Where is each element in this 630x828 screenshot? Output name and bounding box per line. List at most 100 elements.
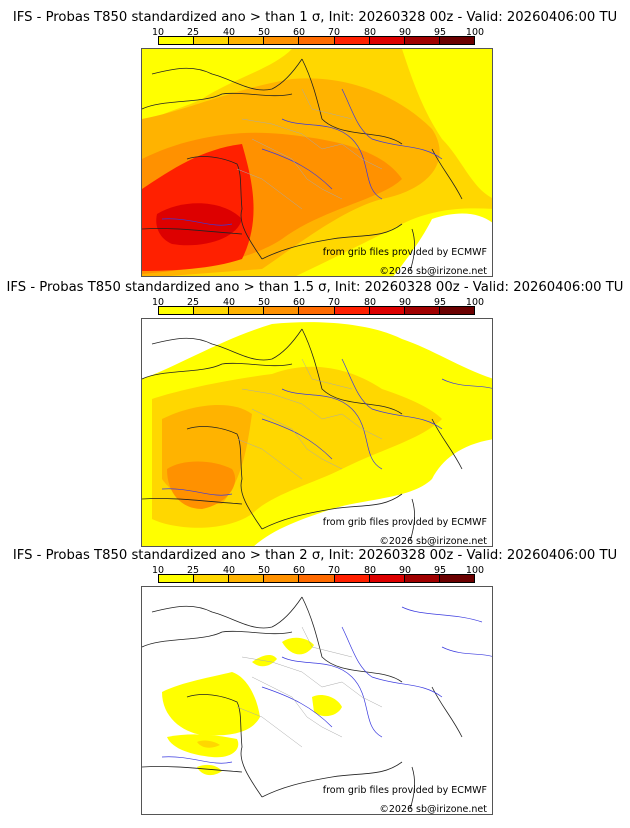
- field-10: [197, 764, 222, 776]
- field-50: [167, 461, 236, 509]
- colorbar-segment: [264, 307, 300, 314]
- field-none: [393, 213, 492, 276]
- data-credit: from grib files provided by ECMWF: [322, 247, 487, 258]
- colorbar-tick-label: 95: [433, 565, 447, 576]
- colorbar-tick-label: 100: [465, 565, 485, 576]
- colorbar-segment: [334, 37, 370, 44]
- colorbar: [158, 306, 475, 315]
- copyright: ©2026 sb@irizone.net: [379, 804, 487, 815]
- admin-borders: [236, 358, 383, 480]
- colorbar-tick-label: 10: [151, 565, 165, 576]
- colorbar-tick-label: 100: [465, 27, 485, 38]
- colorbar-segment: [194, 307, 230, 314]
- colorbar-ticks: 10 25 40 50 60 70 80 90 95 100: [0, 27, 630, 38]
- coastlines: [142, 596, 463, 810]
- colorbar-tick-label: 90: [398, 565, 412, 576]
- colorbar-tick-label: 95: [433, 27, 447, 38]
- colorbar-segment: [194, 575, 230, 582]
- colorbar-segment: [404, 307, 440, 314]
- colorbar-segment: [159, 575, 195, 582]
- data-credit: from grib files provided by ECMWF: [322, 785, 487, 796]
- field-10: [282, 637, 314, 655]
- coastlines: [142, 58, 463, 272]
- colorbar-tick-label: 90: [398, 27, 412, 38]
- colorbar-tick-label: 100: [465, 297, 485, 308]
- chart-panel-1: IFS - Probas T850 standardized ano > tha…: [0, 10, 630, 280]
- chart-title: IFS - Probas T850 standardized ano > tha…: [12, 10, 618, 25]
- colorbar-segment: [264, 575, 300, 582]
- colorbar-tick-label: 80: [363, 565, 377, 576]
- colorbar-segment: [229, 575, 265, 582]
- colorbar-segment: [229, 37, 265, 44]
- copyright: ©2026 sb@irizone.net: [379, 536, 487, 547]
- colorbar-tick-label: 50: [257, 565, 271, 576]
- field-low: [142, 49, 292, 129]
- chart-panel-2: IFS - Probas T850 standardized ano > tha…: [0, 280, 630, 548]
- admin-borders: [236, 88, 383, 210]
- colorbar-segment: [159, 37, 195, 44]
- data-credit: from grib files provided by ECMWF: [322, 517, 487, 528]
- map-layer: [142, 319, 492, 546]
- colorbar-tick-label: 25: [186, 297, 200, 308]
- colorbar-segment: [439, 37, 474, 44]
- chart-panel-3: IFS - Probas T850 standardized ano > tha…: [0, 548, 630, 818]
- colorbar-tick-label: 25: [186, 27, 200, 38]
- colorbar-tick-label: 50: [257, 27, 271, 38]
- colorbar-segment: [264, 37, 300, 44]
- colorbar-segment: [439, 575, 474, 582]
- colorbar-segment: [369, 37, 405, 44]
- colorbar-tick-label: 80: [363, 297, 377, 308]
- colorbar-tick-label: 25: [186, 565, 200, 576]
- field-10: [312, 695, 342, 717]
- coastlines: [142, 328, 463, 542]
- colorbar-segment: [369, 575, 405, 582]
- admin-borders: [236, 626, 383, 748]
- colorbar-segment: [369, 307, 405, 314]
- field-low: [402, 49, 492, 198]
- map-layer: [142, 49, 492, 276]
- map-layer: [142, 587, 492, 814]
- colorbar-tick-label: 95: [433, 297, 447, 308]
- colorbar-tick-label: 90: [398, 297, 412, 308]
- colorbar: [158, 574, 475, 583]
- colorbar-segment: [439, 307, 474, 314]
- colorbar-segment: [229, 307, 265, 314]
- colorbar-tick-label: 60: [292, 27, 306, 38]
- colorbar-tick-label: 70: [327, 565, 341, 576]
- copyright: ©2026 sb@irizone.net: [379, 266, 487, 277]
- probability-map: from grib files provided by ECMWF ©2026 …: [141, 586, 493, 815]
- colorbar-segment: [159, 307, 195, 314]
- colorbar-segment: [299, 307, 335, 314]
- field-25: [197, 740, 220, 748]
- chart-title: IFS - Probas T850 standardized ano > tha…: [6, 280, 624, 295]
- rivers: [161, 358, 492, 496]
- chart-title: IFS - Probas T850 standardized ano > tha…: [12, 548, 618, 563]
- rivers: [161, 88, 443, 226]
- field-10: [162, 672, 260, 736]
- colorbar-tick-label: 40: [222, 297, 236, 308]
- colorbar-tick-label: 50: [257, 297, 271, 308]
- colorbar-tick-label: 10: [151, 27, 165, 38]
- probability-map: from grib files provided by ECMWF ©2026 …: [141, 318, 493, 547]
- colorbar-tick-label: 70: [327, 297, 341, 308]
- colorbar-tick-label: 60: [292, 565, 306, 576]
- colorbar-segment: [404, 575, 440, 582]
- colorbar-segment: [299, 575, 335, 582]
- colorbar-segment: [299, 37, 335, 44]
- probability-map: from grib files provided by ECMWF ©2026 …: [141, 48, 493, 277]
- colorbar-tick-label: 60: [292, 297, 306, 308]
- colorbar-segment: [334, 575, 370, 582]
- colorbar-segment: [194, 37, 230, 44]
- colorbar-tick-label: 70: [327, 27, 341, 38]
- colorbar-segment: [334, 307, 370, 314]
- colorbar: [158, 36, 475, 45]
- colorbar-tick-label: 80: [363, 27, 377, 38]
- colorbar-ticks: 10 25 40 50 60 70 80 90 95 100: [0, 565, 630, 576]
- field-80: [156, 203, 242, 246]
- colorbar-segment: [404, 37, 440, 44]
- rivers: [161, 606, 492, 764]
- colorbar-tick-label: 40: [222, 565, 236, 576]
- colorbar-tick-label: 40: [222, 27, 236, 38]
- colorbar-ticks: 10 25 40 50 60 70 80 90 95 100: [0, 297, 630, 308]
- colorbar-tick-label: 10: [151, 297, 165, 308]
